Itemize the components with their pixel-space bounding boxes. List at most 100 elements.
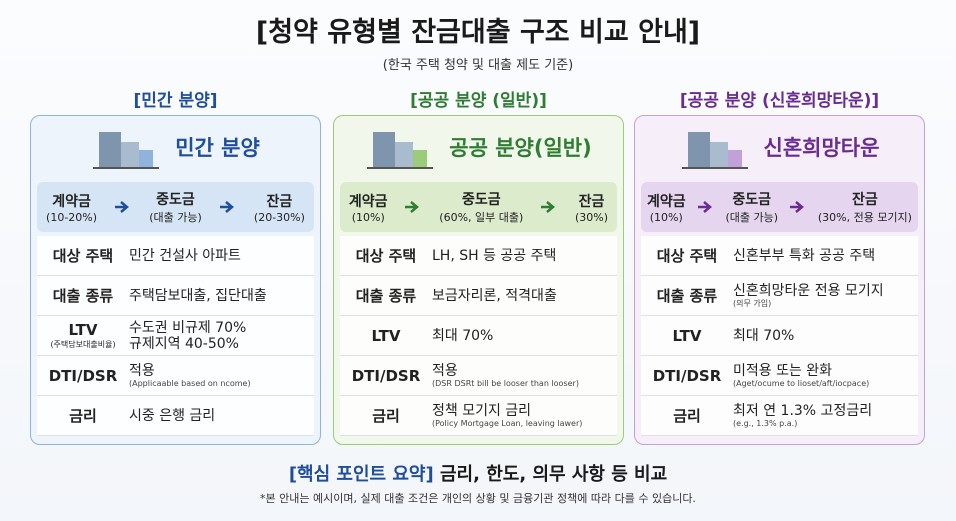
card-header: 공공 분양(일반) [334, 116, 623, 178]
row-label: 금리 [641, 405, 733, 426]
card-title: 민간 분양 [175, 136, 260, 160]
flow-step: 잔금 (30%, 전용 모기지) [818, 189, 912, 225]
label-text: 대출 종류 [656, 287, 718, 305]
row-label: DTI/DSR [37, 367, 129, 385]
row-label: 금리 [37, 405, 129, 426]
label-text: 금리 [69, 407, 97, 425]
subtitle: (한국 주택 청약 및 대출 제도 기준) [382, 58, 574, 73]
row: 대상 주택 민간 건설사 아파트 [37, 236, 314, 276]
flow-step: 계약금 (10%) [647, 191, 686, 224]
section-label: [공공 분양 (신혼희망타운)] [679, 91, 880, 111]
row-label: DTI/DSR [340, 367, 432, 385]
label-text: LTV [672, 326, 702, 345]
value-line: 규제지역 40-50% [129, 335, 239, 352]
row: 대출 종류 주택담보대출, 집단대출 [37, 276, 314, 316]
label-sub: (주택담보대출비율) [50, 340, 116, 349]
row-label: 대출 종류 [641, 285, 733, 306]
step-label: 중도금 [461, 192, 501, 208]
step-label: 중도금 [732, 192, 772, 208]
row: LTV 최대 70% [641, 316, 918, 356]
flow: 계약금 (10%) 중도금 (대출 가능) 잔금 (30%, 전용 모기지) [641, 182, 918, 232]
value-line: 주택담보대출, 집단대출 [129, 287, 267, 304]
card: 공공 분양(일반) 계약금 (10%) 중도금 (60%, 일부 대출) 잔금 (30%) 대… [333, 115, 624, 445]
flow-step: 잔금 (30%) [575, 191, 608, 224]
row-label: 대출 종류 [37, 285, 129, 306]
value-line: 적용 [432, 362, 458, 379]
row-label: 대상 주택 [37, 245, 129, 266]
step-label: 계약금 [646, 193, 686, 210]
card-header: 민간 분양 [31, 116, 320, 178]
footnote: *본 안내는 예시이며, 실제 대출 조건은 개인의 상황 및 금융기관 정책에… [260, 492, 696, 505]
flow-arrow [115, 201, 130, 213]
value-note: (Applicaable based on ncome) [129, 378, 251, 388]
row-label: 금리 [340, 405, 432, 426]
label-text: 대상 주택 [656, 247, 718, 265]
flow-step: 계약금 (10-20%) [46, 191, 97, 224]
label-text: 대상 주택 [355, 247, 417, 265]
label-text: 대출 종류 [52, 287, 114, 305]
value-line: 시중 은행 금리 [129, 407, 216, 424]
value-line: 민간 건설사 아파트 [129, 247, 241, 264]
label-text: 대출 종류 [355, 287, 417, 305]
flow-step: 잔금 (20-30%) [254, 191, 305, 224]
step-label: 잔금 [578, 193, 605, 210]
summary: [핵심 포인트 요약] 금리, 한도, 의무 사항 등 비교 [0, 460, 956, 486]
label-text: DTI/DSR [351, 366, 421, 385]
value-line: 최대 70% [733, 327, 795, 344]
value-line: 보금자리론, 적격대출 [432, 287, 557, 304]
row: 금리 최저 연 1.3% 고정금리 (e.g., 1.3% p.a.) [641, 396, 918, 436]
step-label: 계약금 [52, 193, 91, 210]
row: DTI/DSR 적용 (DSR DSRt bill be looser than l… [340, 356, 617, 396]
row: LTV (주택담보대출비율) 수도권 비규제 70% 규제지역 40-50% [37, 316, 314, 356]
row-value: 민간 건설사 아파트 [129, 248, 314, 264]
title: [청약 유형별 잔금대출 구조 비교 안내] [255, 17, 701, 48]
row: 대출 종류 보금자리론, 적격대출 [340, 276, 617, 316]
row-label: 대상 주택 [641, 245, 733, 266]
row-label: 대상 주택 [340, 245, 432, 266]
step-sub: (대출 가능) [725, 211, 778, 224]
row-value: 적용 (Applicaable based on ncome) [129, 363, 314, 389]
step-sub: (10-20%) [46, 210, 98, 224]
row: 금리 시중 은행 금리 [37, 396, 314, 436]
row: 금리 정책 모기지 금리 (Policy Mortgage Loan, leavin… [340, 396, 617, 436]
step-label: 중도금 [156, 192, 195, 208]
row-label: LTV (주택담보대출비율) [37, 321, 129, 350]
row-value: 정책 모기지 금리 (Policy Mortgage Loan, leaving … [432, 403, 617, 429]
card-icon [681, 132, 748, 169]
section-label: [민간 분양] [133, 91, 218, 111]
flow-arrow [541, 201, 556, 213]
row: DTI/DSR 미적용 또는 완화 (Aget/ocume to lioset/af… [641, 356, 918, 396]
flow: 계약금 (10-20%) 중도금 (대출 가능) 잔금 (20-30%) [37, 182, 314, 232]
step-sub: (20-30%) [253, 210, 305, 224]
flow-step: 중도금 (60%, 일부 대출) [439, 189, 523, 225]
step-sub: (10%) [351, 210, 385, 224]
flow-step: 중도금 (대출 가능) [149, 189, 202, 225]
row-label: 대출 종류 [340, 285, 432, 306]
value-line: 최저 연 1.3% 고정금리 [733, 402, 873, 419]
value-line: 수도권 비규제 70% [129, 319, 247, 336]
row-label: LTV [641, 327, 733, 345]
value-note: (의무 가입) [733, 298, 772, 308]
row-value: 적용 (DSR DSRt bill be looser than looser) [432, 363, 617, 389]
flow-arrow [789, 201, 804, 213]
row-value: 신혼희망타운 전용 모기지 (의무 가입) [733, 283, 918, 309]
label-text: 금리 [372, 407, 400, 425]
row-value: 수도권 비규제 70% 규제지역 40-50% [129, 320, 314, 352]
flow-step: 계약금 (10%) [349, 191, 388, 224]
card-title: 신혼희망타운 [763, 136, 880, 160]
summary-label: [핵심 포인트 요약] [288, 464, 434, 485]
label-text: LTV [68, 321, 98, 339]
value-line: 정책 모기지 금리 [432, 402, 532, 419]
step-sub: (30%, 전용 모기지) [817, 211, 912, 224]
value-line: LH, SH 등 공공 주택 [432, 247, 557, 264]
value-line: 신혼희망타운 전용 모기지 [733, 282, 884, 299]
row-value: 최대 70% [733, 328, 918, 344]
label-text: DTI/DSR [48, 366, 118, 385]
flow-arrow [697, 201, 712, 213]
value-note: (Aget/ocume to lioset/aft/iocpace) [733, 378, 870, 388]
row-value: 주택담보대출, 집단대출 [129, 288, 314, 304]
value-line: 신혼부부 특화 공공 주택 [733, 247, 876, 264]
